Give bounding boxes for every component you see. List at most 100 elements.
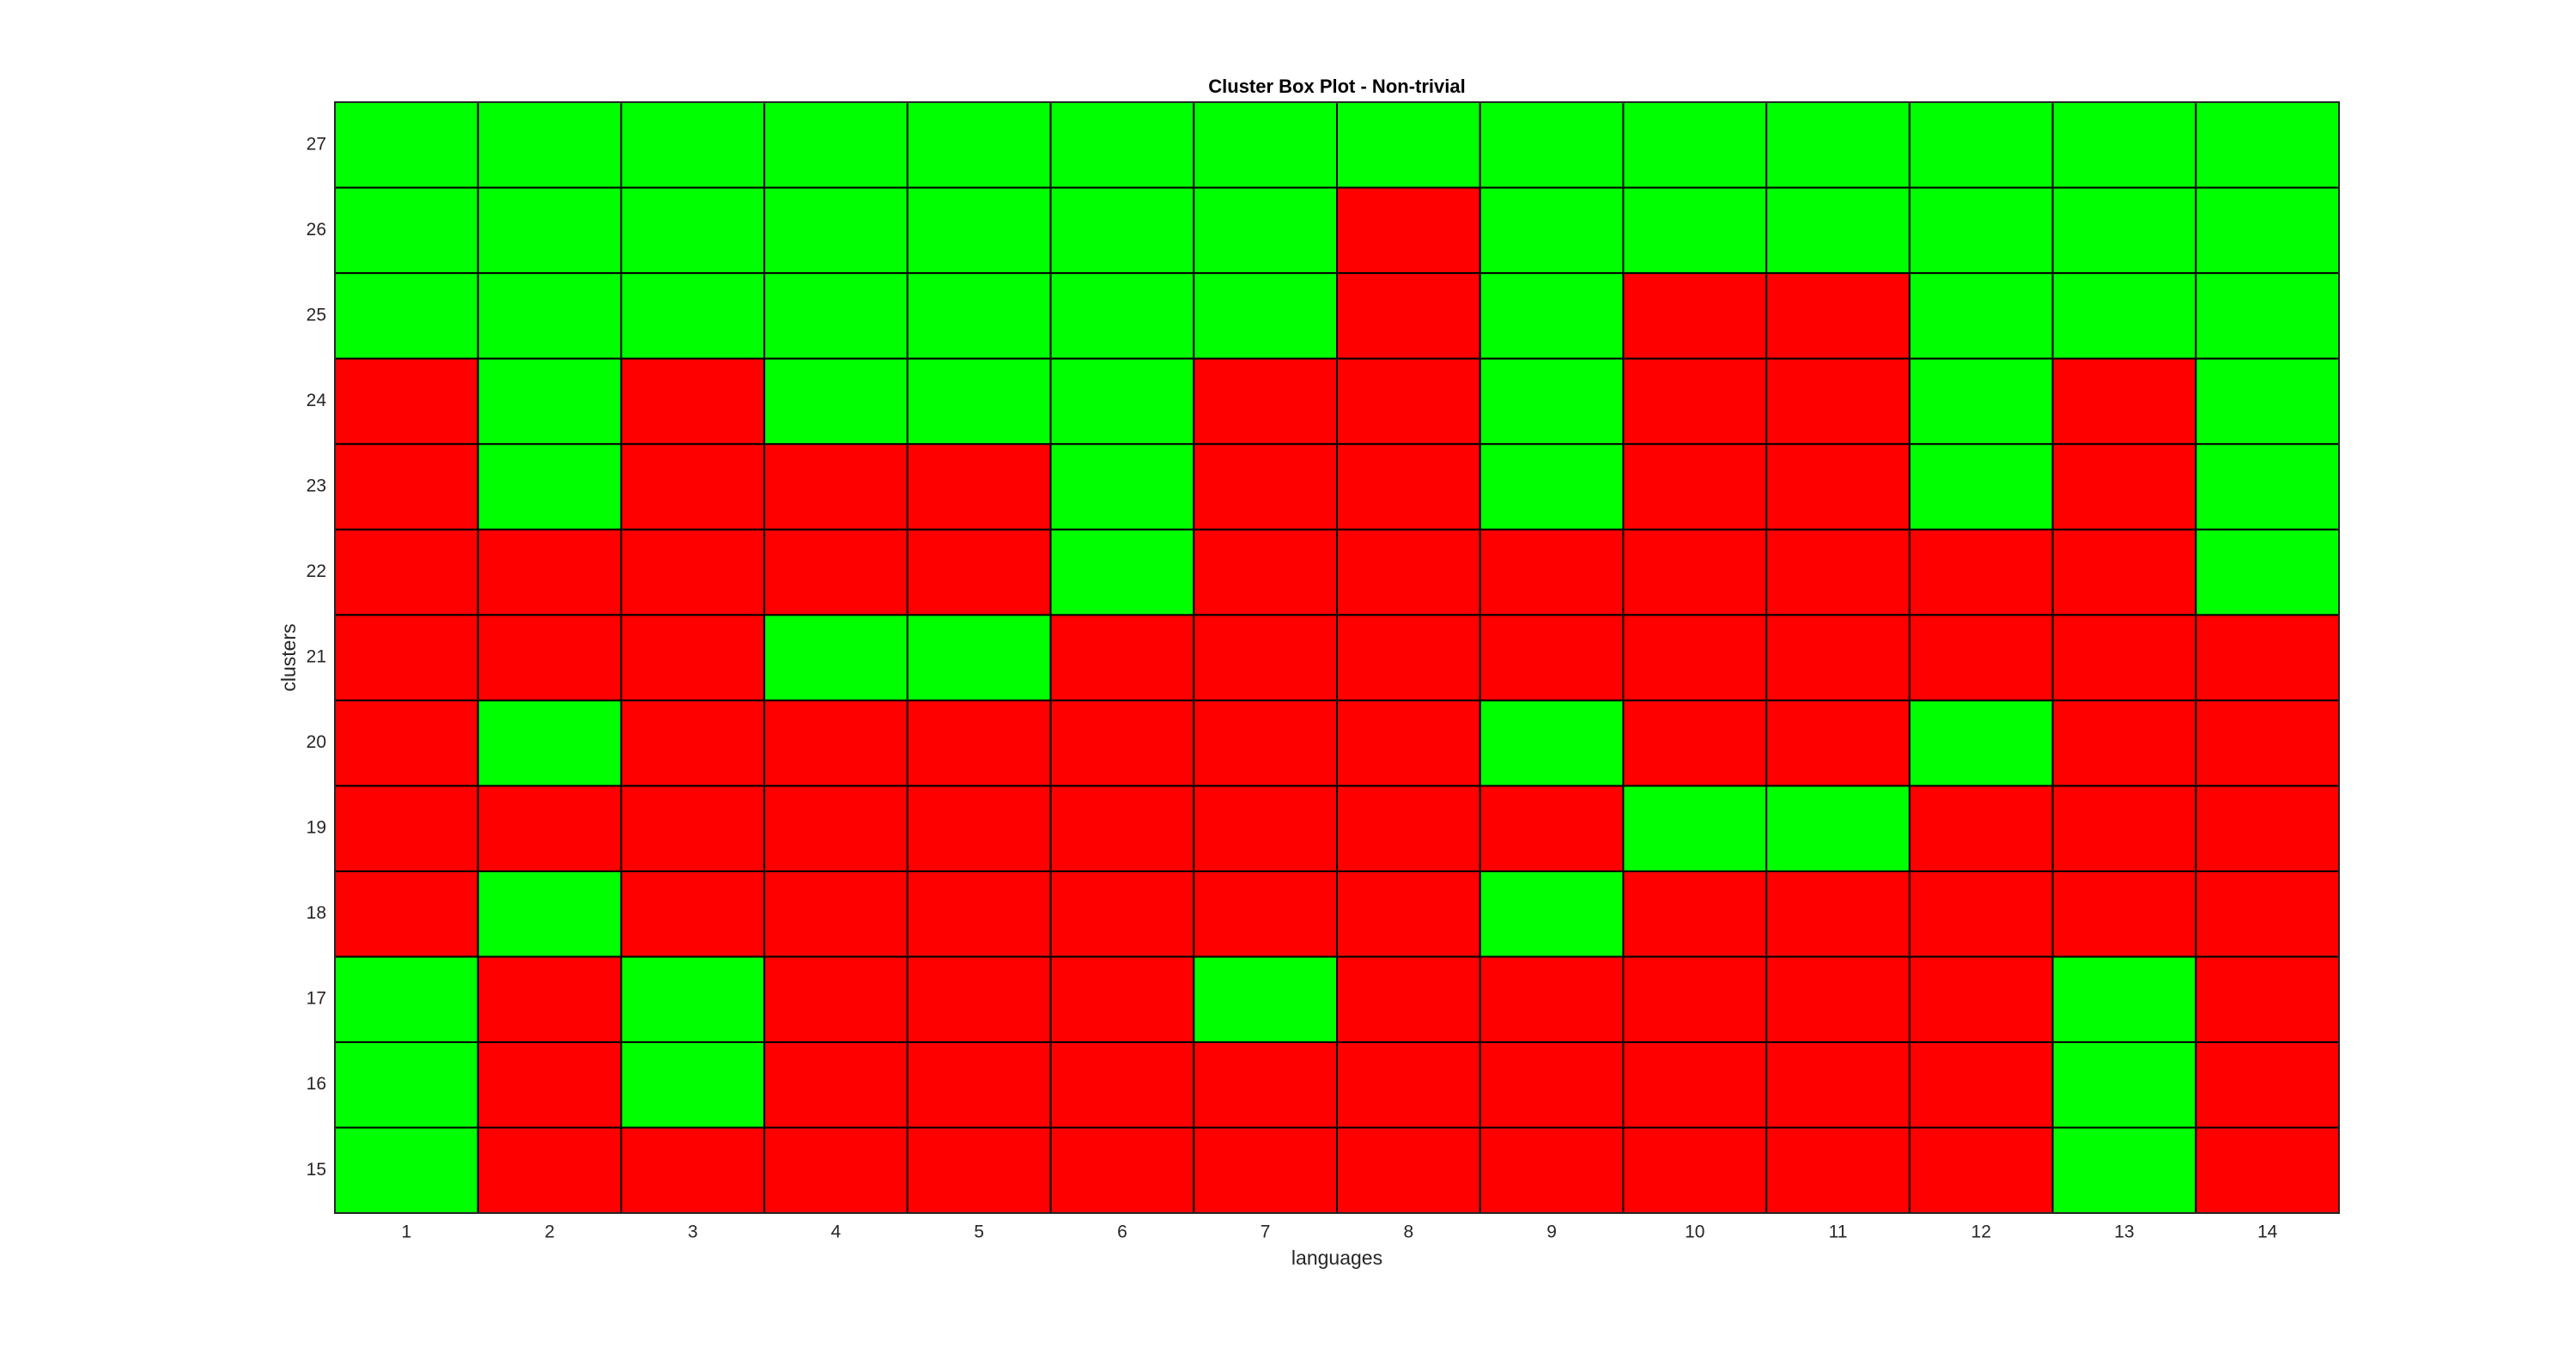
cell (1479, 785, 1625, 872)
cell (1765, 956, 1911, 1043)
y-tick-label: 25 (307, 305, 326, 325)
cell (2051, 357, 2197, 446)
cell (1049, 1040, 1195, 1129)
cell (477, 1126, 623, 1215)
cell (1765, 614, 1911, 701)
cell (477, 1040, 623, 1129)
cell (1336, 870, 1481, 958)
cell (1479, 101, 1625, 189)
cell (906, 1126, 1052, 1215)
cell (620, 1040, 766, 1129)
cell (1622, 699, 1768, 787)
cell (2051, 1126, 2197, 1215)
cell (1193, 785, 1339, 872)
cell (1479, 1040, 1625, 1129)
cell (2195, 186, 2340, 275)
cell (477, 785, 623, 872)
cell (1336, 785, 1481, 872)
cell (906, 528, 1052, 616)
x-tick-label: 4 (831, 1222, 841, 1242)
cell (477, 956, 623, 1043)
cell (1049, 870, 1195, 958)
cell (2195, 785, 2340, 872)
cell (1622, 357, 1768, 446)
cell (1479, 699, 1625, 787)
cell (1193, 272, 1339, 360)
cell (763, 186, 908, 275)
cell (1908, 272, 2054, 360)
cell (1479, 870, 1625, 958)
cell (1336, 614, 1481, 701)
cell (1765, 1040, 1911, 1129)
cell (477, 443, 623, 531)
cell (1336, 1126, 1481, 1215)
cell (906, 1040, 1052, 1129)
cell (2051, 101, 2197, 189)
cell (1479, 614, 1625, 701)
cell (2051, 785, 2197, 872)
cell (1765, 186, 1911, 275)
cell (906, 186, 1052, 275)
cell (334, 186, 479, 275)
cell (1049, 528, 1195, 616)
y-tick-label: 26 (307, 220, 326, 240)
cell (763, 870, 908, 958)
cell (1908, 528, 2054, 616)
cell (906, 614, 1052, 701)
cell (1336, 699, 1481, 787)
cell (2195, 101, 2340, 189)
cell (334, 785, 479, 872)
cell (1049, 357, 1195, 446)
cell (477, 357, 623, 446)
cell (334, 1126, 479, 1215)
cell (620, 186, 766, 275)
cell (1049, 614, 1195, 701)
cell (1765, 101, 1911, 189)
cell (1193, 614, 1339, 701)
cell (1908, 1040, 2054, 1129)
cell (1193, 1126, 1339, 1215)
y-tick-label: 18 (307, 903, 326, 923)
x-tick-label: 9 (1546, 1222, 1557, 1242)
cell (1193, 101, 1339, 189)
cell (1049, 1126, 1195, 1215)
cell (1193, 528, 1339, 616)
cell (477, 528, 623, 616)
cell (1049, 699, 1195, 787)
cell (2051, 1040, 2197, 1129)
cell (2195, 956, 2340, 1043)
cell (334, 272, 479, 360)
cell (1765, 357, 1911, 446)
chart-title: Cluster Box Plot - Non-trivial (1208, 76, 1465, 97)
y-axis-label: clusters (277, 623, 300, 691)
cell (1193, 956, 1339, 1043)
cell (1193, 443, 1339, 531)
cell (1765, 272, 1911, 360)
cell (1908, 870, 2054, 958)
plot-frame (334, 101, 2340, 1214)
cell (1193, 699, 1339, 787)
cell (906, 699, 1052, 787)
y-tick-label: 16 (307, 1074, 326, 1094)
cell (1622, 785, 1768, 872)
x-tick-label: 14 (2257, 1222, 2278, 1242)
cell (1765, 528, 1911, 616)
cell (2195, 443, 2340, 531)
cell (334, 870, 479, 958)
cell (1336, 1040, 1481, 1129)
cell (763, 357, 908, 446)
cell (1049, 443, 1195, 531)
cell (1622, 1126, 1768, 1215)
cell (1049, 785, 1195, 872)
cell (763, 614, 908, 701)
cell (763, 1126, 908, 1215)
cell (1908, 186, 2054, 275)
cell (1765, 785, 1911, 872)
cell (906, 101, 1052, 189)
cell (1622, 186, 1768, 275)
cell (620, 785, 766, 872)
cell (763, 272, 908, 360)
cell (1336, 186, 1481, 275)
cell (2195, 528, 2340, 616)
cell (2051, 699, 2197, 787)
